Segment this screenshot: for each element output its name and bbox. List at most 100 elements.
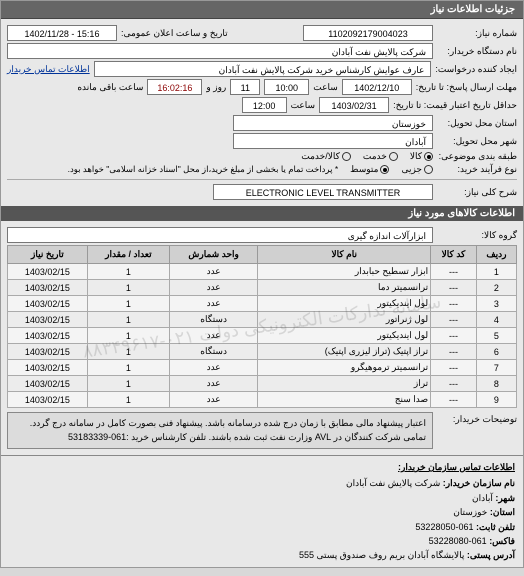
radio-goods-service[interactable]: کالا/خدمت <box>301 151 351 162</box>
org-value: شرکت پالایش نفت آبادان <box>346 478 440 488</box>
city-label: شهر محل تحویل: <box>437 136 517 147</box>
table-cell: 6 <box>476 344 516 360</box>
table-row: 3---لول ایندیکیتورعدد11403/02/15 <box>8 296 517 312</box>
contact-city-label: شهر: <box>495 493 515 503</box>
contact-header: اطلاعات تماس سازمان خریدار: <box>9 460 515 474</box>
table-cell: عدد <box>169 328 257 344</box>
table-cell: لول ایندیکیتور <box>258 296 431 312</box>
announce-field: 15:16 - 1402/11/28 <box>7 25 117 41</box>
radio-service[interactable]: خدمت <box>363 151 398 162</box>
address-value: پالایشگاه آبادان بریم روف صندوق پستی 555 <box>299 550 464 560</box>
buyer-field: شرکت پالایش نفت آبادان <box>7 43 433 59</box>
goods-group-label: گروه کالا: <box>437 230 517 241</box>
radio-dot-icon <box>380 165 389 174</box>
table-cell: 5 <box>476 328 516 344</box>
deadline-time: 10:00 <box>264 79 309 95</box>
remain-days-label: روز و <box>206 82 226 93</box>
table-cell: --- <box>431 376 477 392</box>
validity-time: 12:00 <box>242 97 287 113</box>
table-cell: عدد <box>169 360 257 376</box>
table-cell: ترانسمیتر دما <box>258 280 431 296</box>
contact-province-value: خوزستان <box>453 507 487 517</box>
table-header: تعداد / مقدار <box>87 246 169 264</box>
province-label: استان محل تحویل: <box>437 118 517 129</box>
table-cell: عدد <box>169 296 257 312</box>
table-cell: عدد <box>169 280 257 296</box>
table-cell: 1 <box>87 376 169 392</box>
table-cell: 1 <box>87 392 169 408</box>
deadline-label: مهلت ارسال پاسخ: تا تاریخ: <box>416 82 517 93</box>
radio-dot-icon <box>389 152 398 161</box>
time-label-2: ساعت <box>291 100 316 111</box>
fax-value: 061-53228080 <box>429 536 487 546</box>
radio-goods[interactable]: کالا <box>410 151 433 162</box>
province-field: خوزستان <box>233 115 433 131</box>
table-cell: 1403/02/15 <box>8 280 88 296</box>
table-cell: 1 <box>87 280 169 296</box>
table-header: کد کالا <box>431 246 477 264</box>
table-cell: --- <box>431 280 477 296</box>
req-no-field: 1102092179004023 <box>303 25 433 41</box>
radio-dot-icon <box>424 152 433 161</box>
table-cell: 2 <box>476 280 516 296</box>
table-cell: 1403/02/15 <box>8 312 88 328</box>
table-cell: لول ژنراتور <box>258 312 431 328</box>
table-cell: لول ایندیکیتور <box>258 328 431 344</box>
table-cell: عدد <box>169 392 257 408</box>
table-cell: 7 <box>476 360 516 376</box>
goods-section-header: اطلاعات کالاهای مورد نیاز <box>1 206 523 221</box>
radio-small[interactable]: جزیی <box>401 164 433 175</box>
remain-time-label: ساعت باقی مانده <box>77 82 143 93</box>
req-no-label: شماره نیاز: <box>437 28 517 39</box>
radio-medium[interactable]: متوسط <box>350 164 389 175</box>
remain-days: 11 <box>230 79 260 95</box>
table-cell: --- <box>431 344 477 360</box>
table-cell: 1403/02/15 <box>8 328 88 344</box>
goods-table: ردیفکد کالانام کالاواحد شمارشتعداد / مقد… <box>7 245 517 408</box>
table-header: تاریخ نیاز <box>8 246 88 264</box>
table-cell: --- <box>431 360 477 376</box>
table-cell: 1403/02/15 <box>8 296 88 312</box>
remain-time: 16:02:16 <box>147 79 202 95</box>
table-row: 4---لول ژنراتوردستگاه11403/02/15 <box>8 312 517 328</box>
table-cell: دستگاه <box>169 344 257 360</box>
table-cell: تراز اپتیک (تراز لیزری اپتیک) <box>258 344 431 360</box>
table-cell: ترانسمیتر ترموهیگرو <box>258 360 431 376</box>
table-row: 6---تراز اپتیک (تراز لیزری اپتیک)دستگاه1… <box>8 344 517 360</box>
table-row: 2---ترانسمیتر دماعدد11403/02/15 <box>8 280 517 296</box>
table-cell: --- <box>431 392 477 408</box>
table-cell: --- <box>431 328 477 344</box>
table-cell: 4 <box>476 312 516 328</box>
table-cell: --- <box>431 312 477 328</box>
radio-dot-icon <box>424 165 433 174</box>
table-cell: --- <box>431 264 477 280</box>
table-row: 7---ترانسمیتر ترموهیگروعدد11403/02/15 <box>8 360 517 376</box>
table-cell: 3 <box>476 296 516 312</box>
phone-label: تلفن ثابت: <box>476 522 515 532</box>
table-cell: 1403/02/15 <box>8 392 88 408</box>
contact-city-value: آبادان <box>472 493 493 503</box>
radio-dot-icon <box>342 152 351 161</box>
table-cell: 1 <box>87 328 169 344</box>
time-label-1: ساعت <box>313 82 338 93</box>
validity-label: حداقل تاریخ اعتبار قیمت: تا تاریخ: <box>393 100 517 111</box>
creator-field: عارف عوایش کارشناس خرید شرکت پالایش نفت … <box>94 61 432 77</box>
table-cell: 1 <box>87 312 169 328</box>
table-row: 9---صدا سنجعدد11403/02/15 <box>8 392 517 408</box>
table-cell: 1 <box>87 344 169 360</box>
buyer-label: نام دستگاه خریدار: <box>437 46 517 57</box>
table-cell: ابزار تسطیح حبابدار <box>258 264 431 280</box>
table-cell: 8 <box>476 376 516 392</box>
table-cell: 1 <box>476 264 516 280</box>
table-cell: 1403/02/15 <box>8 376 88 392</box>
table-cell: 9 <box>476 392 516 408</box>
validity-date: 1403/02/31 <box>319 97 389 113</box>
fax-label: فاکس: <box>489 536 515 546</box>
process-label: نوع فرآیند خرید: <box>437 164 517 175</box>
table-row: 8---ترازعدد11403/02/15 <box>8 376 517 392</box>
need-title-label: شرح کلی نیاز: <box>437 187 517 198</box>
goods-group-field: ابزارآلات اندازه گیری <box>7 227 433 243</box>
desc-box: اعتبار پیشنهاد مالی مطابق با زمان درج شد… <box>7 412 433 449</box>
contact-link[interactable]: اطلاعات تماس خریدار <box>7 64 90 75</box>
table-cell: 1 <box>87 264 169 280</box>
